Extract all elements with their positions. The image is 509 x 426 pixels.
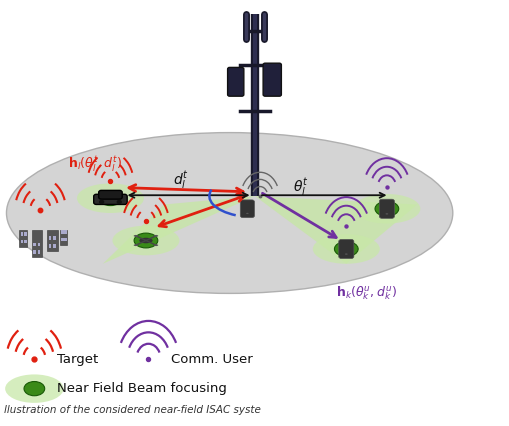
Text: $d_l^t$: $d_l^t$ [173,170,189,191]
Ellipse shape [99,200,104,204]
Polygon shape [103,196,254,264]
Bar [61,230,64,234]
Ellipse shape [117,200,122,204]
Bar [53,236,55,240]
Ellipse shape [344,253,347,255]
Bar [33,250,36,254]
Bar [21,240,23,244]
Ellipse shape [112,226,179,255]
Text: Near Field Beam focusing: Near Field Beam focusing [57,382,227,395]
FancyBboxPatch shape [263,63,281,96]
FancyBboxPatch shape [338,239,353,259]
FancyBboxPatch shape [240,200,254,218]
Bar [19,230,27,247]
Bar [38,243,40,246]
Polygon shape [254,196,416,264]
Bar [64,230,67,234]
Bar [38,250,40,254]
FancyBboxPatch shape [227,67,243,96]
Ellipse shape [385,213,387,215]
Bar [61,238,64,242]
Bar [32,230,42,257]
Bar [24,232,26,236]
Ellipse shape [7,132,452,294]
Bar [48,236,51,240]
FancyBboxPatch shape [94,194,127,204]
Ellipse shape [133,244,138,246]
Ellipse shape [98,191,122,206]
Bar [48,244,51,248]
Bar [33,243,36,246]
Text: $\mathbf{h}_k(\theta_k^u, d_k^u)$: $\mathbf{h}_k(\theta_k^u, d_k^u)$ [335,285,397,302]
Ellipse shape [77,183,144,213]
Text: llustration of the considered near-field ISAC syste: llustration of the considered near-field… [4,405,260,415]
Bar [21,232,23,236]
Text: $\mathbf{h}_l(\theta_l^t, d_l^t)$: $\mathbf{h}_l(\theta_l^t, d_l^t)$ [68,155,122,174]
Ellipse shape [312,234,379,264]
Ellipse shape [153,244,158,246]
Ellipse shape [246,213,248,214]
Text: Comm. User: Comm. User [171,352,252,366]
Ellipse shape [353,194,419,224]
Ellipse shape [5,374,64,403]
Bar [60,230,67,245]
Ellipse shape [24,382,45,396]
Ellipse shape [153,235,158,237]
FancyBboxPatch shape [98,190,122,199]
Bar [64,238,67,242]
Bar [24,240,26,244]
Text: Target: Target [57,352,98,366]
Ellipse shape [374,201,398,216]
Ellipse shape [133,235,138,237]
Bar [53,244,55,248]
Ellipse shape [139,238,152,243]
Bar [47,230,58,251]
Ellipse shape [334,242,357,256]
FancyBboxPatch shape [379,199,393,219]
Ellipse shape [134,233,157,248]
Text: $\theta_l^t$: $\theta_l^t$ [292,177,308,198]
